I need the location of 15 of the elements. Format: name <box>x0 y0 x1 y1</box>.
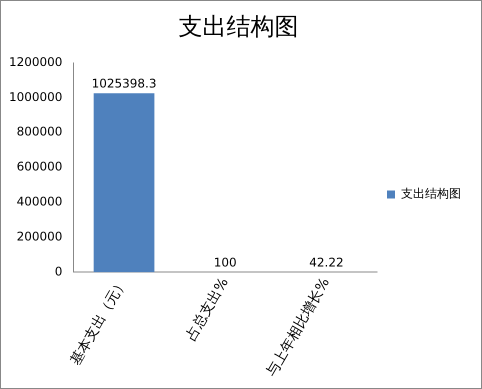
y-tick-label: 600000 <box>16 160 62 174</box>
data-label: 100 <box>214 255 237 270</box>
data-label: 1025398.3 <box>92 76 156 90</box>
y-tick-label: 1000000 <box>8 90 62 104</box>
y-tick-label: 400000 <box>16 194 62 209</box>
x-tick-label: 基本支出（元） <box>68 275 131 368</box>
y-tick-label: 200000 <box>16 229 62 244</box>
chart-title: 支出结构图 <box>178 12 298 41</box>
y-tick-label: 800000 <box>16 124 62 139</box>
y-tick-label: 0 <box>54 264 62 278</box>
x-tick-label: 占总支出% <box>183 275 232 344</box>
x-tick-label: 与上年相比增长% <box>264 275 334 380</box>
y-tick-label: 1200000 <box>8 54 62 69</box>
data-label: 42.22 <box>309 255 344 270</box>
legend-label: 支出结构图 <box>401 186 461 201</box>
